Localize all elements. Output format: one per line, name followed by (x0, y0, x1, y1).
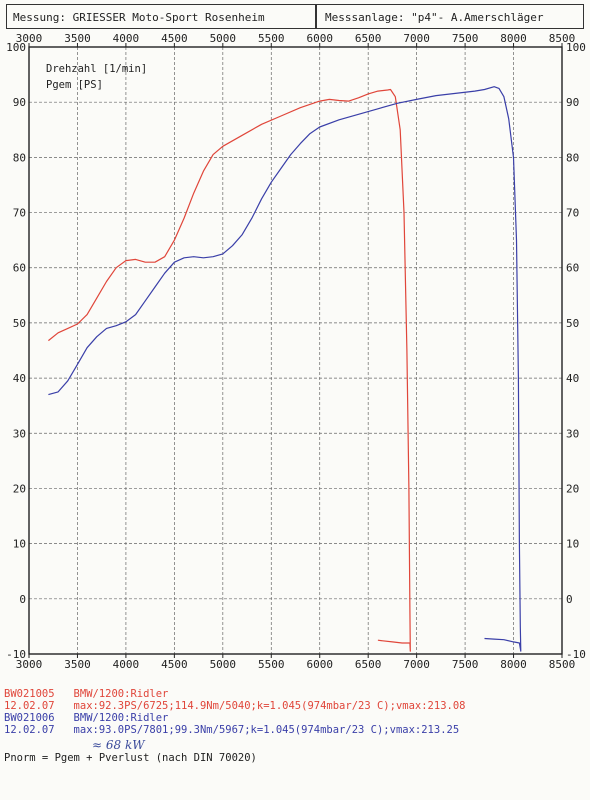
x-tick-label-bottom: 7000 (403, 658, 430, 671)
x-tick-label-top: 7500 (452, 32, 479, 45)
y-tick-label-right: 40 (566, 372, 579, 385)
run2-id-line: BW021006 BMW/1200:Ridler (4, 712, 168, 724)
y-tick-label-left: 100 (6, 41, 26, 54)
x-tick-label-bottom: 3000 (16, 658, 43, 671)
run2-model: BMW/1200:Ridler (73, 712, 169, 724)
handwritten-note: ≈ 68 kW (92, 738, 145, 752)
y-tick-label-right: 100 (566, 41, 586, 54)
x-tick-label-top: 3000 (16, 32, 43, 45)
y-tick-label-right: 70 (566, 207, 579, 220)
formula-line: Pnorm = Pgem + Pverlust (nach DIN 70020) (4, 752, 257, 764)
axis-legend-line: Pgem [PS] (46, 79, 103, 91)
y-tick-label-left: 10 (13, 538, 26, 551)
plot-frame (28, 46, 563, 655)
y-tick-label-right: -10 (566, 648, 586, 661)
x-tick-label-bottom: 4500 (161, 658, 188, 671)
x-tick-label-top: 6000 (306, 32, 333, 45)
y-tick-label-left: 20 (13, 482, 26, 495)
y-tick-label-left: 40 (13, 372, 26, 385)
y-tick-label-right: 90 (566, 96, 579, 109)
run2-id: BW021006 (4, 712, 55, 724)
run1-id-line: BW021005 BMW/1200:Ridler (4, 688, 168, 700)
run2-stats-line: 12.02.07 max:93.0PS/7801;99.3Nm/5967;k=1… (4, 724, 459, 736)
y-tick-label-right: 20 (566, 482, 579, 495)
x-tick-label-bottom: 4000 (113, 658, 140, 671)
x-tick-label-top: 8000 (500, 32, 527, 45)
header-measurement: Messung: GRIESSER Moto-Sport Rosenheim (13, 11, 265, 24)
x-tick-label-bottom: 6000 (306, 658, 333, 671)
axis-legend-line: Drehzahl [1/min] (46, 63, 147, 75)
y-tick-label-left: 80 (13, 151, 26, 164)
y-tick-label-left: 60 (13, 262, 26, 275)
run1-id: BW021005 (4, 688, 55, 700)
x-tick-label-bottom: 8500 (549, 658, 576, 671)
series-line-bw021006 (48, 86, 522, 652)
x-tick-label-top: 8500 (549, 32, 576, 45)
run1-model: BMW/1200:Ridler (73, 688, 169, 700)
header-box: Messung: GRIESSER Moto-Sport Rosenheim M… (6, 4, 584, 29)
x-tick-label-top: 4500 (161, 32, 188, 45)
y-tick-label-right: 50 (566, 317, 579, 330)
y-tick-label-left: 50 (13, 317, 26, 330)
x-tick-label-top: 5500 (258, 32, 285, 45)
x-tick-label-top: 4000 (113, 32, 140, 45)
x-tick-label-top: 5000 (210, 32, 237, 45)
y-tick-label-right: 0 (566, 593, 573, 606)
x-tick-label-bottom: 5000 (210, 658, 237, 671)
x-tick-label-bottom: 7500 (452, 658, 479, 671)
x-tick-label-bottom: 6500 (355, 658, 382, 671)
y-tick-label-left: 70 (13, 207, 26, 220)
x-tick-label-bottom: 3500 (64, 658, 91, 671)
y-tick-label-left: 0 (19, 593, 26, 606)
x-tick-label-top: 6500 (355, 32, 382, 45)
y-tick-label-right: 30 (566, 427, 579, 440)
header-divider (315, 5, 317, 28)
series-line-bw021005 (48, 88, 411, 652)
run2-stats: max:93.0PS/7801;99.3Nm/5967;k=1.045(974m… (73, 724, 460, 736)
y-tick-label-right: 10 (566, 538, 579, 551)
y-tick-label-left: 30 (13, 427, 26, 440)
x-tick-label-bottom: 8000 (500, 658, 527, 671)
run1-stats: max:92.3PS/6725;114.9Nm/5040;k=1.045(974… (73, 700, 466, 712)
x-tick-label-top: 7000 (403, 32, 430, 45)
run1-date: 12.02.07 (4, 700, 55, 712)
x-tick-label-top: 3500 (64, 32, 91, 45)
y-tick-label-right: 80 (566, 151, 579, 164)
y-tick-label-left: 90 (13, 96, 26, 109)
y-tick-label-left: -10 (6, 648, 26, 661)
y-tick-label-right: 60 (566, 262, 579, 275)
header-facility: Messsanlage: "p4"- A.Amerschläger (325, 11, 544, 24)
x-tick-label-bottom: 5500 (258, 658, 285, 671)
run1-stats-line: 12.02.07 max:92.3PS/6725;114.9Nm/5040;k=… (4, 700, 465, 712)
run2-date: 12.02.07 (4, 724, 55, 736)
